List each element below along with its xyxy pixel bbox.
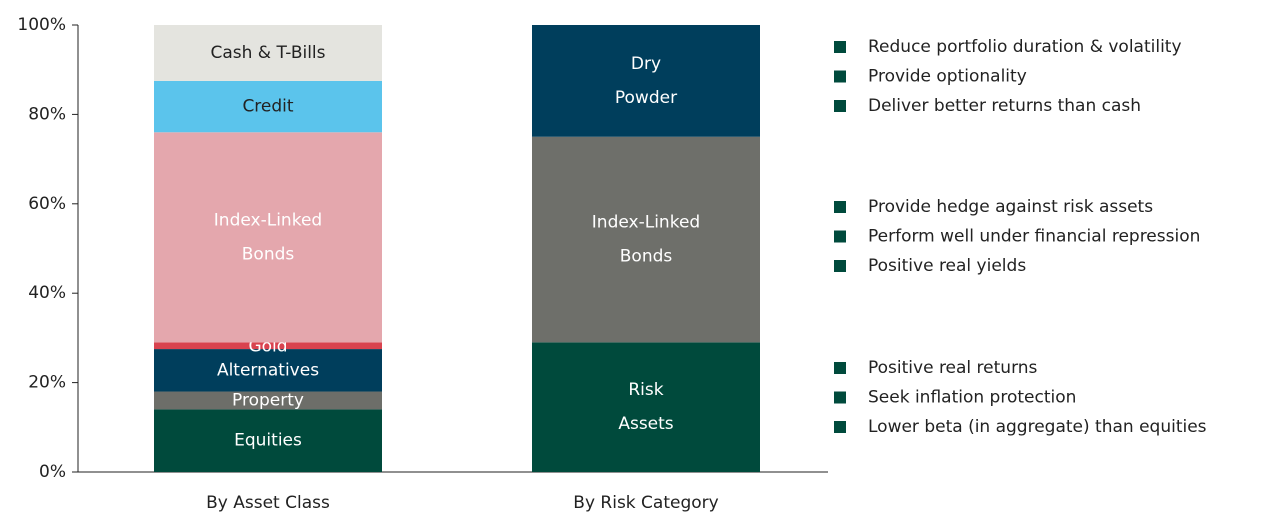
- bar-segment: [154, 25, 382, 81]
- segment-label: Equities: [234, 431, 302, 451]
- bullet: [834, 70, 846, 83]
- segment-label: Index-Linked Bonds: [214, 210, 322, 264]
- segment-label: Risk Assets: [618, 380, 673, 434]
- annotation: Perform well under financial repression: [868, 227, 1200, 247]
- annotation: Provide optionality: [868, 67, 1027, 87]
- y-tick-label: 20%: [28, 373, 66, 393]
- bar-segment: [154, 409, 382, 472]
- bar-segment: [154, 391, 382, 410]
- segment-label: Alternatives: [217, 360, 319, 380]
- annotation: Provide hedge against risk assets: [868, 197, 1153, 217]
- bar-segment: [154, 132, 382, 343]
- bullet: [834, 230, 846, 243]
- segment-label: Dry Powder: [615, 54, 677, 108]
- segment-label: Cash & T-Bills: [210, 43, 325, 63]
- x-tick-label: By Asset Class: [206, 493, 330, 513]
- bullet: [834, 100, 846, 112]
- y-tick-label: 60%: [28, 194, 66, 214]
- bar-segment: [532, 136, 760, 343]
- segment-label: Index-Linked Bonds: [592, 213, 700, 267]
- x-tick-label: By Risk Category: [573, 493, 718, 513]
- bullet: [834, 201, 846, 213]
- annotation: Lower beta (in aggregate) than equities: [868, 417, 1207, 437]
- y-tick-label: 80%: [28, 104, 66, 124]
- bar-segment: [154, 80, 382, 133]
- bar-segment: [154, 342, 382, 350]
- y-tick-label: 100%: [17, 15, 66, 35]
- segment-label: Credit: [242, 97, 293, 117]
- annotation: Deliver better returns than cash: [868, 96, 1141, 116]
- annotation: Positive real returns: [868, 358, 1038, 378]
- annotation: Seek inflation protection: [868, 388, 1076, 408]
- annotation: Positive real yields: [868, 256, 1026, 276]
- bullet: [834, 421, 846, 433]
- bullet: [834, 41, 846, 53]
- bar-segment: [532, 342, 760, 472]
- bullet: [834, 391, 846, 404]
- bullet: [834, 362, 846, 374]
- annotation: Reduce portfolio duration & volatility: [868, 37, 1182, 57]
- bar-segment: [154, 349, 382, 392]
- segment-label: Property: [232, 390, 304, 410]
- bar-segment: [532, 25, 760, 137]
- bullet: [834, 260, 846, 272]
- y-tick-label: 40%: [28, 283, 66, 303]
- y-tick-label: 0%: [39, 462, 66, 482]
